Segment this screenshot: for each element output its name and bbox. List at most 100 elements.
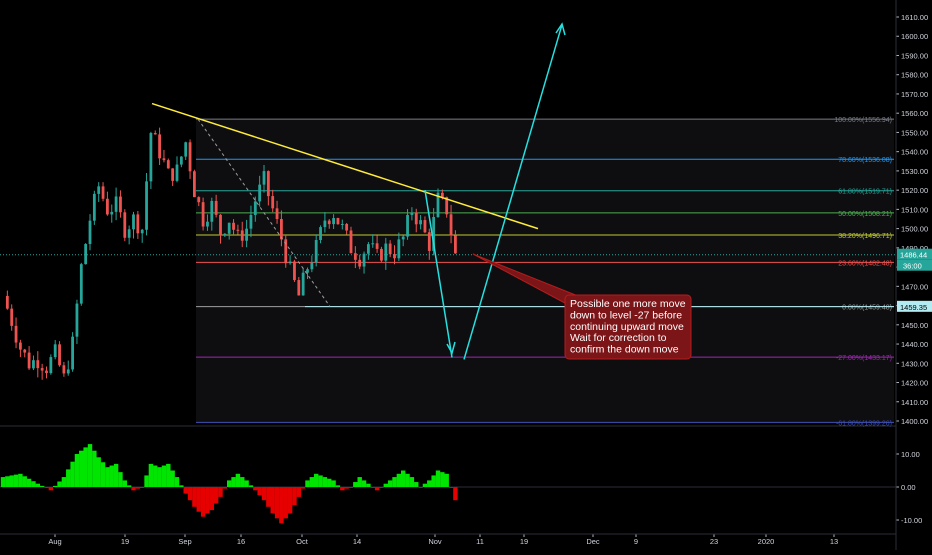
oscillator-bar xyxy=(113,463,119,487)
oscillator-bar xyxy=(205,487,210,514)
candle-body xyxy=(253,201,257,215)
last-price-badge[interactable] xyxy=(897,248,932,260)
candle-body xyxy=(166,160,170,169)
oscillator-bar xyxy=(200,487,206,517)
fib-level-label: 50.00%(1508.21) xyxy=(838,211,892,218)
candle-body xyxy=(340,223,344,225)
candle-body xyxy=(384,243,388,261)
swing-dashed-line[interactable] xyxy=(197,118,331,307)
time-tick-label: Nov xyxy=(428,537,442,546)
candle-body xyxy=(284,239,288,264)
fib-level-label: 23.60%(1482.48) xyxy=(838,260,892,267)
candle-body xyxy=(358,259,362,267)
time-axis[interactable]: Aug 19 Sep 16 Oct 14 Nov 11 19 Dec 9 23 2020 13 xyxy=(48,534,838,546)
oscillator-bar xyxy=(348,487,354,488)
level-badge-label: 1459.35 xyxy=(900,303,927,312)
time-tick-label: Oct xyxy=(296,537,309,546)
candle-body xyxy=(106,198,109,215)
oscillator-bar xyxy=(418,487,423,488)
candle-body xyxy=(349,230,353,254)
oscillator-bar xyxy=(405,473,410,487)
up-move-arrow[interactable] xyxy=(463,24,563,360)
time-tick-label: 19 xyxy=(121,537,129,546)
candle-body xyxy=(110,211,114,215)
fib-level-label: 78.60%(1536.08) xyxy=(838,157,892,164)
oscillator-bar xyxy=(396,473,402,487)
candle-body xyxy=(314,240,318,263)
fib-level-label: 0.00%(1459.48) xyxy=(842,305,892,312)
candle-body xyxy=(171,168,175,181)
candle-body xyxy=(49,357,53,374)
oscillator-bar xyxy=(327,478,332,487)
oscillator-bar xyxy=(392,477,397,487)
oscillator-bar xyxy=(61,477,67,487)
oscillator-bar xyxy=(5,476,10,487)
oscillator-bar xyxy=(31,481,36,487)
oscillator-bar xyxy=(366,483,371,487)
price-tick-label: 1450.00 xyxy=(901,321,928,330)
oscillator-bar xyxy=(131,487,136,491)
callout-box[interactable] xyxy=(564,294,692,360)
oscillator-bar xyxy=(44,487,49,489)
oscillator-bar xyxy=(244,480,249,487)
price-axis[interactable]: 1610.00 1600.00 1590.00 1580.00 1570.00 1560.… xyxy=(896,13,932,426)
candle-body xyxy=(71,336,74,370)
oscillator-bar xyxy=(444,473,449,487)
price-tick-label: 1560.00 xyxy=(901,109,928,118)
candle-body xyxy=(188,142,192,172)
oscillator-bar xyxy=(344,487,349,489)
candle-body xyxy=(332,218,335,225)
candle-body xyxy=(271,196,275,209)
oscillator-bar xyxy=(261,487,267,501)
candle-body xyxy=(132,214,135,230)
level-badge[interactable] xyxy=(897,300,932,312)
price-tick-label: 1490.00 xyxy=(901,244,928,253)
oscillator-bar xyxy=(440,472,445,487)
time-tick-label: Sep xyxy=(178,537,191,546)
oscillator-bar xyxy=(357,477,362,487)
candle-body xyxy=(88,220,92,245)
time-tick-label: 14 xyxy=(353,537,361,546)
candle-body xyxy=(149,133,153,182)
candle-body xyxy=(436,192,440,218)
callout-text-line: continuing upward move xyxy=(570,321,684,333)
callout-text-line: down to level -27 before xyxy=(570,309,682,321)
countdown-label: 36:00 xyxy=(903,262,922,271)
oscillator-bar xyxy=(227,480,232,487)
time-tick-label: Aug xyxy=(48,537,61,546)
oscillator-bar xyxy=(300,487,306,489)
candle-body xyxy=(375,243,379,249)
callout-text-line: Possible one more move xyxy=(570,298,686,310)
descending-trendline[interactable] xyxy=(151,102,539,230)
candle-body xyxy=(223,233,227,236)
candle-body xyxy=(232,222,235,230)
oscillator-bar xyxy=(79,450,84,487)
chart-drawings[interactable] xyxy=(151,22,566,360)
candle-body xyxy=(206,221,209,227)
down-move-arrow[interactable] xyxy=(424,190,453,358)
oscillator-bar xyxy=(196,487,201,512)
oscillator-bar xyxy=(18,473,23,487)
fib-level-label: 100.00%(1556.94) xyxy=(834,117,892,124)
oscillator-bar xyxy=(374,487,380,491)
candle-body xyxy=(136,214,140,234)
osc-tick-label: 10.00 xyxy=(901,450,920,459)
oscillator-bar xyxy=(296,487,301,497)
candle-body xyxy=(275,208,279,219)
candle-body xyxy=(427,232,431,251)
price-tick-label: 1590.00 xyxy=(901,51,928,60)
candle-body xyxy=(27,352,31,369)
candle-body xyxy=(266,171,270,197)
candle-body xyxy=(445,197,449,215)
oscillator-bar xyxy=(192,487,197,507)
oscillator-bar xyxy=(435,470,441,487)
candle-body xyxy=(432,217,436,251)
candle-body xyxy=(414,212,418,225)
candle-body xyxy=(114,196,118,212)
price-tick-label: 1580.00 xyxy=(901,71,928,80)
candle-body xyxy=(367,244,370,254)
oscillator-bar xyxy=(309,477,315,487)
